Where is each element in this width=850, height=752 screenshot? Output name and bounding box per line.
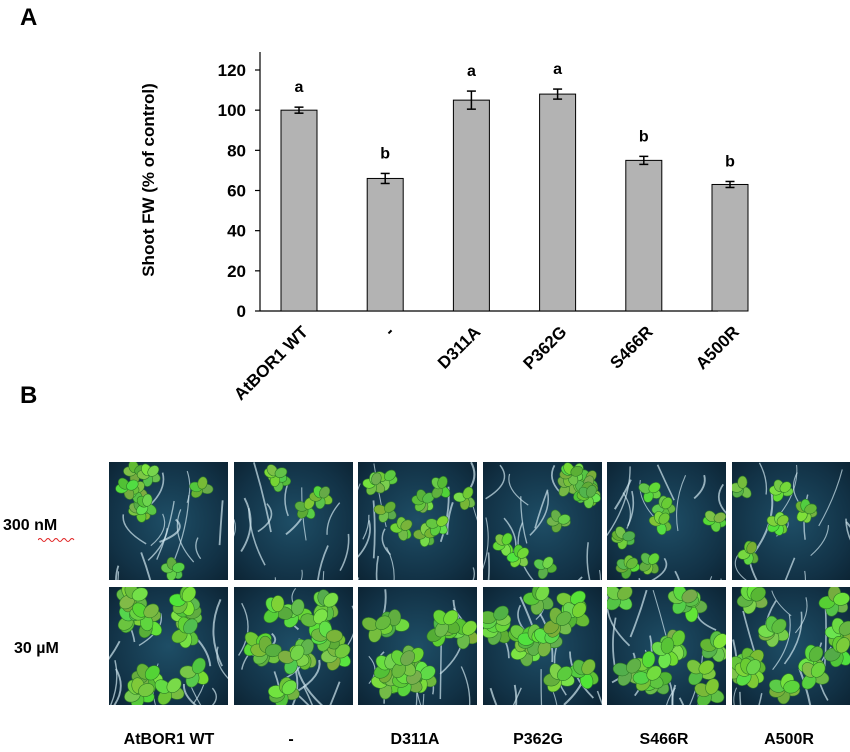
y-tick-label: 40 (227, 222, 246, 241)
seedling-photo (233, 587, 353, 705)
spellcheck-underline (38, 538, 75, 542)
significance-letter: a (295, 79, 304, 96)
seedling-photo-image (732, 462, 850, 580)
bar (539, 93, 577, 312)
x-axis-labels: AtBOR1 WT - D311A P362G S466R A500R (230, 322, 743, 404)
seedling-photo-image (109, 587, 228, 705)
seedling-photo (607, 587, 727, 705)
significance-letter: a (467, 63, 476, 80)
significance-letter: b (380, 145, 390, 162)
seedling-photo-grid (109, 462, 850, 707)
seedling-photo-image (482, 587, 602, 705)
x-tick-label: AtBOR1 WT (230, 322, 312, 404)
seedling-photo-image (607, 464, 727, 580)
x-tick-label: - (381, 322, 398, 339)
significance-letter: b (725, 153, 735, 170)
column-label: S466R (639, 731, 689, 748)
seedling-photo (732, 587, 850, 705)
row-label-30um: 30 µM (14, 640, 59, 657)
y-tick-label: 80 (227, 141, 246, 160)
bars: a b a a b b (280, 61, 749, 312)
seedling-photo (482, 462, 602, 580)
seedling-photo-image (237, 587, 353, 705)
x-tick-label: D311A (434, 322, 484, 372)
seedling-photo (482, 587, 602, 705)
column-label: D311A (390, 731, 440, 748)
seedling-photo-image (482, 462, 601, 580)
y-tick-label: 120 (218, 61, 246, 80)
x-tick-label: P362G (520, 322, 571, 373)
y-tick-label: 100 (218, 101, 246, 120)
seedling-photo (358, 587, 478, 705)
significance-letter: b (639, 128, 649, 145)
seedling-photo (233, 462, 353, 580)
bar (366, 177, 404, 312)
y-axis-label: Shoot FW (% of control) (139, 83, 158, 277)
panel-label-b: B (20, 382, 38, 409)
x-tick-label: A500R (692, 322, 743, 373)
row-label-300nm: 300 nM (3, 517, 58, 534)
seedling-photo-image (233, 462, 350, 580)
bar (280, 109, 318, 312)
y-tick-label: 20 (227, 262, 246, 281)
column-label: AtBOR1 WT (123, 731, 215, 748)
seedling-photo-image (358, 462, 478, 580)
seedling-photo (732, 462, 850, 580)
bar (625, 159, 663, 312)
seedling-photo-image (115, 462, 224, 580)
bar (452, 99, 490, 312)
bar-chart: 0 20 40 60 80 100 120 a b a a b b AtBOR1 WT - D311A P3… (139, 52, 749, 404)
seedling-photo (607, 462, 727, 580)
panel-label-a: A (20, 4, 38, 31)
bar (711, 183, 749, 312)
column-label: P362G (513, 731, 563, 748)
seedling-photo (358, 462, 478, 580)
seedling-photo-image (732, 587, 850, 705)
seedling-photo-image (607, 587, 727, 705)
seedling-photo-image (362, 589, 478, 705)
x-tick-label: S466R (606, 322, 656, 372)
y-tick-label: 60 (227, 182, 246, 201)
significance-letter: a (553, 61, 562, 78)
column-label: A500R (764, 731, 814, 748)
column-label: - (288, 731, 294, 748)
seedling-photo (109, 587, 228, 705)
seedling-photo (109, 462, 228, 580)
y-tick-label: 0 (237, 302, 246, 321)
